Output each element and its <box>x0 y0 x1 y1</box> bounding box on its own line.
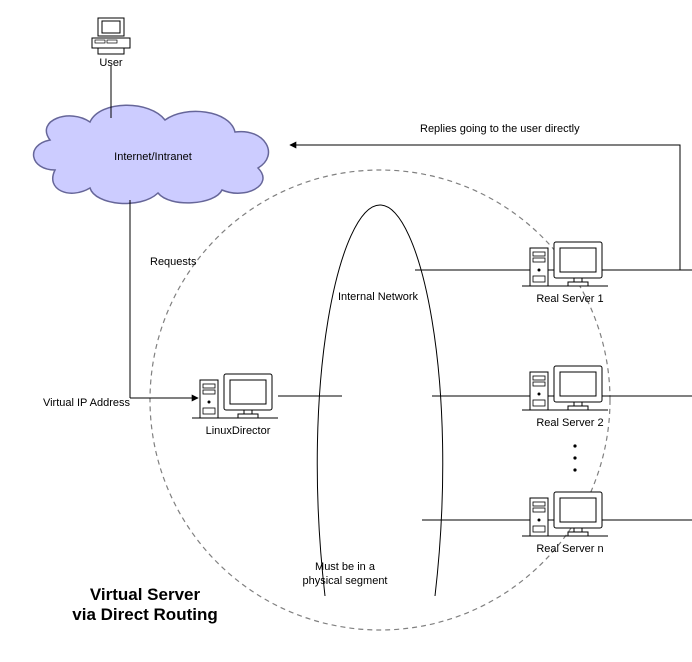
internal-network-label: Internal Network <box>338 291 419 303</box>
cloud-label: Internet/Intranet <box>114 151 192 163</box>
segment-label-1: Must be in a <box>315 561 376 573</box>
replies-label: Replies going to the user directly <box>420 123 580 135</box>
real-server-n-label: Real Server n <box>536 543 603 555</box>
requests-label: Requests <box>150 256 197 268</box>
ellipsis-dots <box>573 444 576 471</box>
real-server-1-icon <box>522 242 608 286</box>
real-server-1-label: Real Server 1 <box>536 293 603 305</box>
real-server-n-icon <box>522 492 608 536</box>
director-label: LinuxDirector <box>206 425 271 437</box>
internal-network-shape <box>317 205 443 596</box>
edge-reply-path <box>290 145 680 270</box>
vip-label: Virtual IP Address <box>43 397 131 409</box>
director-icon <box>192 374 278 418</box>
user-computer-icon <box>92 18 130 54</box>
real-server-2-label: Real Server 2 <box>536 417 603 429</box>
real-server-2-icon <box>522 366 608 410</box>
segment-label-2: physical segment <box>303 575 388 587</box>
diagram-title-line1: Virtual Server <box>90 585 201 604</box>
diagram-title-line2: via Direct Routing <box>72 605 217 624</box>
